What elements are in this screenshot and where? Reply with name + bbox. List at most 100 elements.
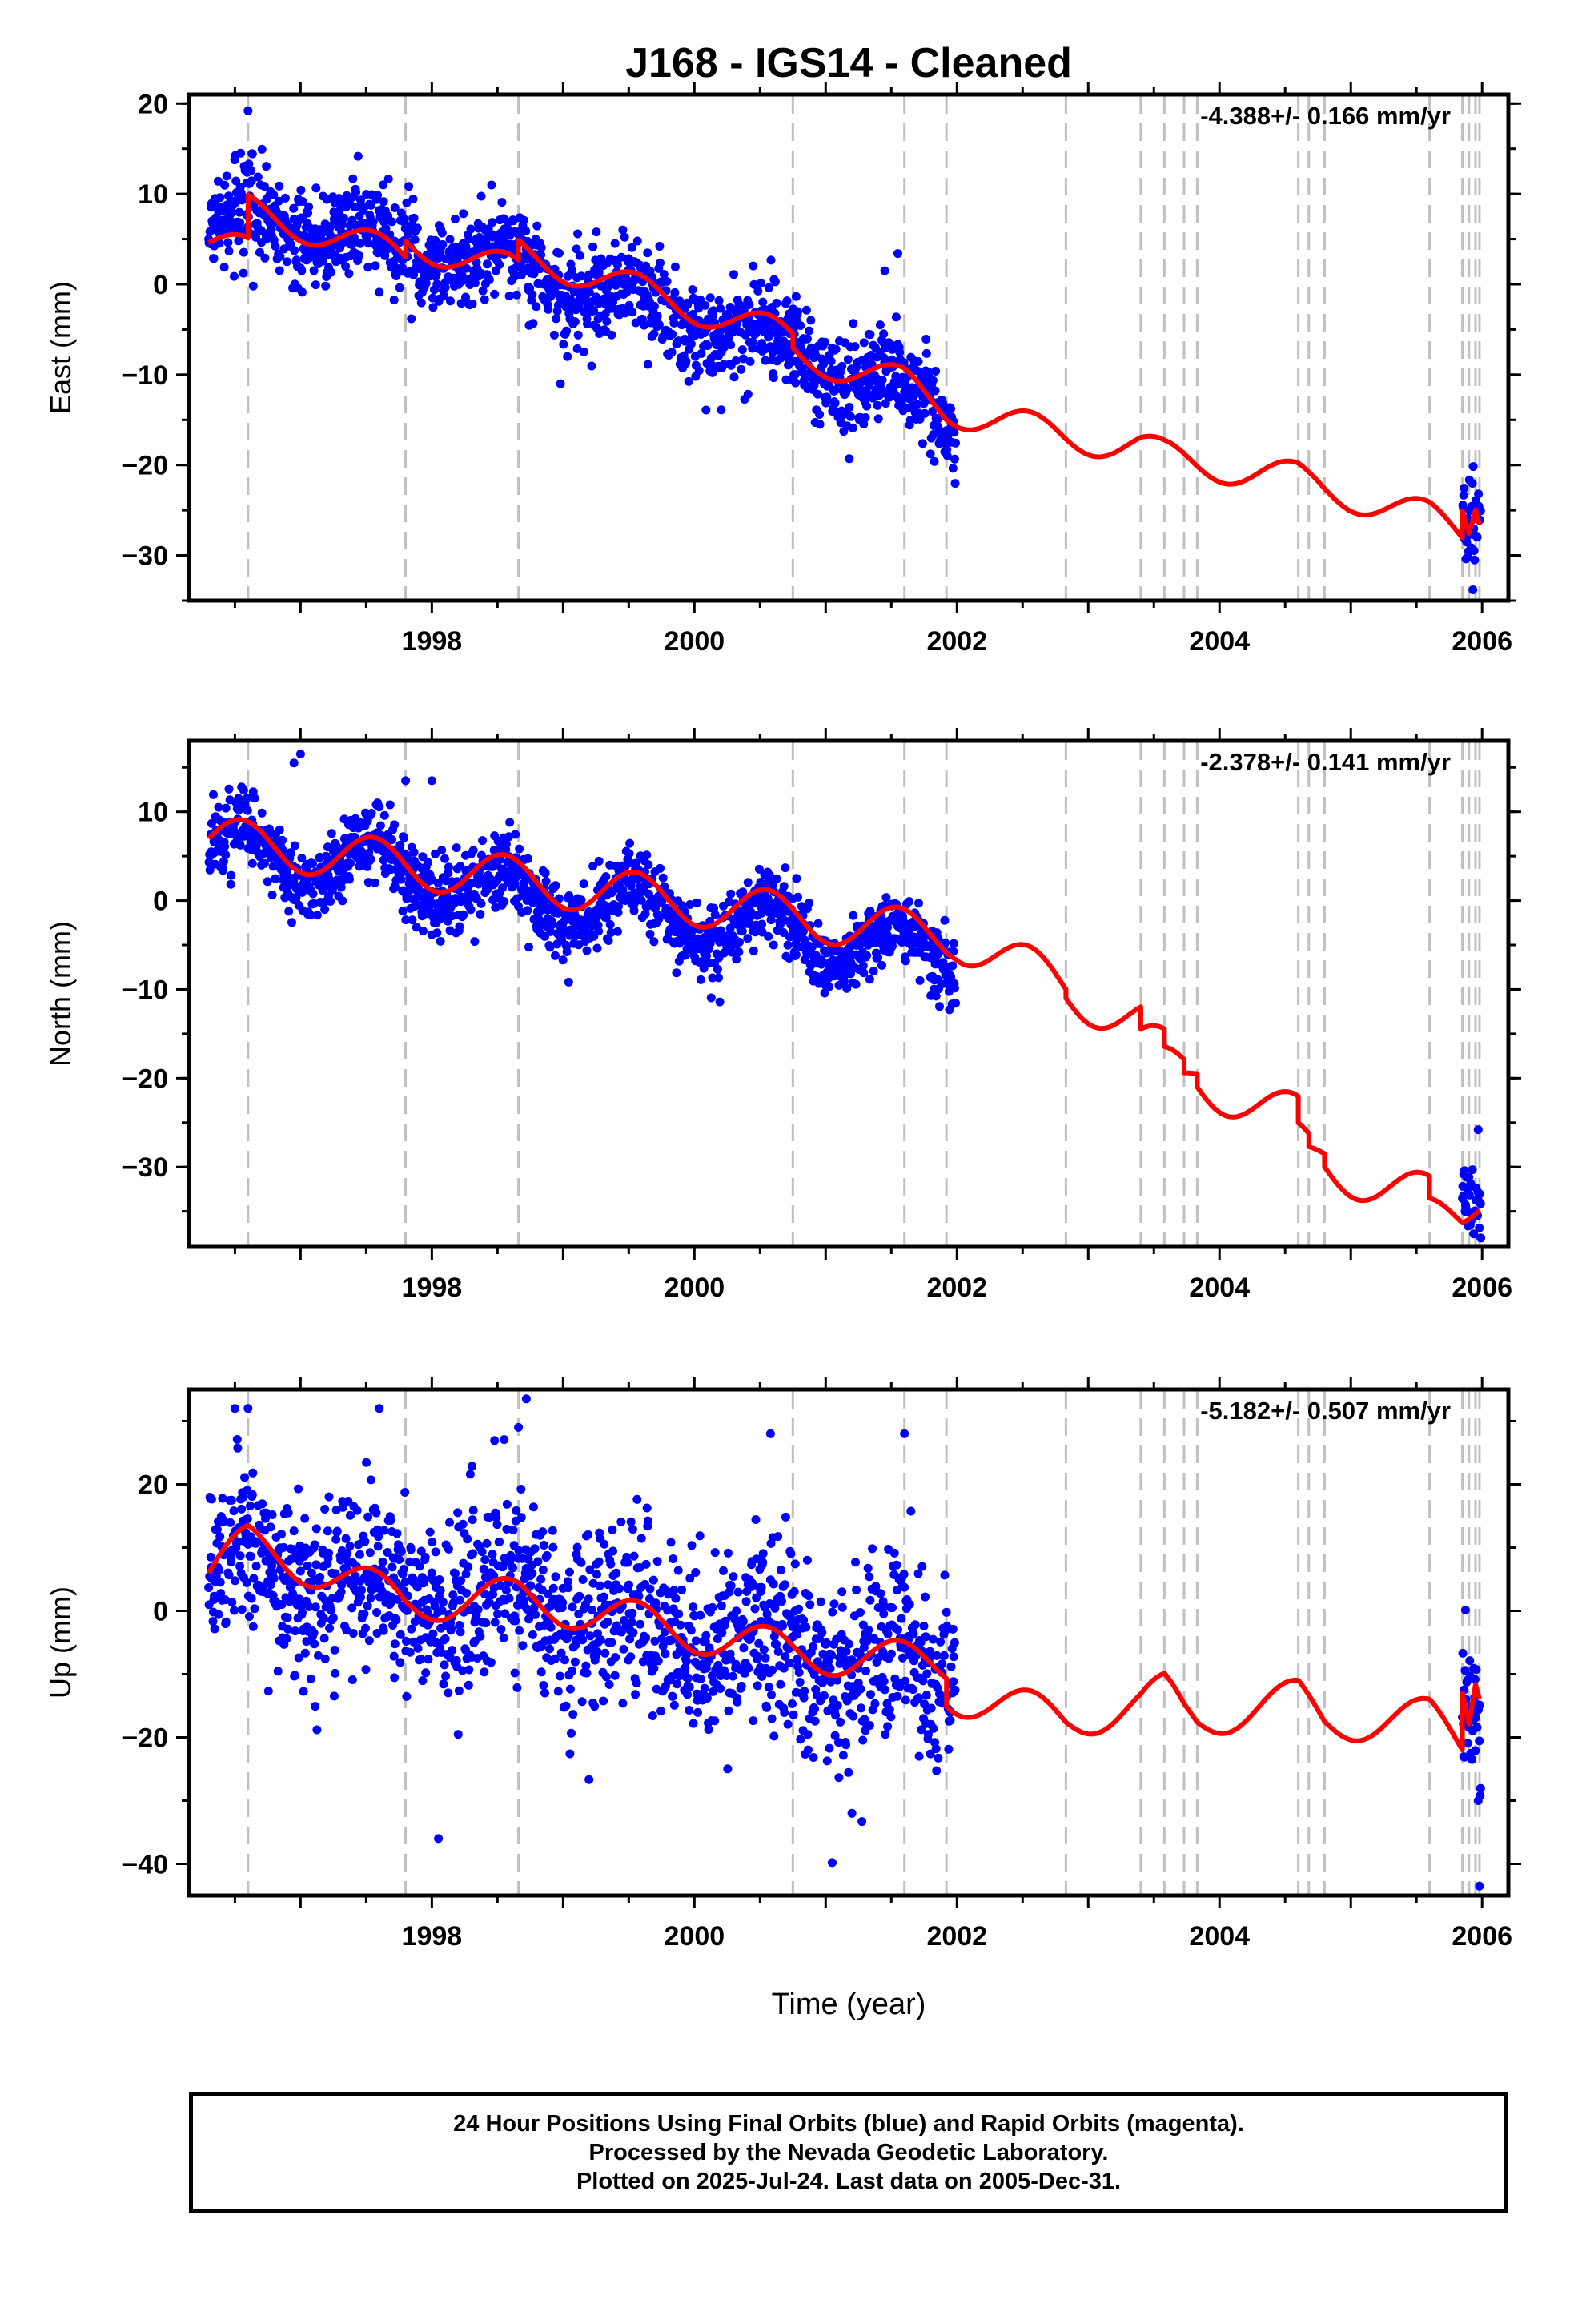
data-point [409, 213, 419, 223]
data-point [448, 1598, 458, 1608]
data-point [283, 1613, 292, 1622]
data-point [606, 927, 616, 937]
data-point [1468, 585, 1478, 594]
data-point [418, 852, 428, 862]
data-point [341, 1534, 351, 1543]
data-point [717, 1601, 726, 1610]
data-point [563, 1577, 572, 1586]
data-point [402, 1691, 412, 1701]
data-point [298, 197, 307, 206]
data-point [326, 897, 335, 906]
data-point [729, 270, 738, 279]
data-point [243, 1514, 252, 1524]
data-point [757, 1582, 766, 1592]
data-point [624, 849, 634, 858]
data-point [825, 1663, 835, 1673]
data-point [607, 330, 616, 340]
data-point [396, 1546, 406, 1556]
data-point [877, 960, 886, 970]
x-tick-label: 1998 [402, 1273, 463, 1303]
data-point [363, 263, 373, 272]
data-point [565, 1684, 575, 1694]
data-point [432, 269, 441, 279]
y-axis-label: East (mm) [44, 281, 77, 414]
data-point [476, 1631, 485, 1641]
data-point [1464, 1190, 1474, 1200]
data-point [290, 246, 299, 255]
data-point [696, 1610, 705, 1620]
data-point [363, 1512, 373, 1522]
data-point [572, 1542, 582, 1552]
data-point [1472, 1665, 1481, 1675]
data-point [607, 1638, 616, 1647]
data-point [905, 897, 914, 907]
data-point [298, 287, 307, 297]
data-point [677, 1585, 686, 1594]
data-point [416, 298, 426, 308]
data-point [568, 266, 577, 275]
data-point [654, 915, 664, 924]
data-point [772, 874, 781, 883]
data-point [781, 863, 790, 873]
data-point [379, 810, 389, 820]
data-point [584, 287, 594, 297]
data-point [791, 950, 801, 959]
data-point [575, 1591, 584, 1601]
data-point [524, 943, 533, 952]
data-point [1474, 489, 1484, 499]
data-point [568, 1667, 577, 1675]
data-point [294, 1653, 303, 1663]
data-point [852, 1585, 861, 1594]
data-point [400, 1488, 410, 1497]
data-point [570, 317, 580, 327]
data-point [578, 1635, 588, 1645]
data-point [446, 296, 455, 306]
data-point [507, 1553, 516, 1562]
data-point [275, 181, 284, 191]
data-point [468, 846, 478, 855]
data-point [338, 219, 347, 229]
data-point [1475, 1189, 1484, 1199]
data-point [833, 1675, 842, 1685]
data-point [627, 1618, 636, 1627]
data-point [232, 1435, 242, 1444]
data-point [946, 404, 956, 413]
data-point [709, 903, 719, 913]
data-point [662, 277, 672, 286]
data-point [825, 982, 833, 991]
data-point [435, 1575, 444, 1584]
data-point [880, 266, 889, 275]
data-point [243, 1404, 253, 1413]
data-point [444, 1688, 453, 1698]
data-point [865, 975, 874, 984]
data-point [215, 1578, 225, 1587]
data-point [352, 1506, 362, 1515]
data-point [844, 1639, 853, 1649]
data-point [351, 187, 361, 197]
data-point [362, 1458, 371, 1467]
data-point [504, 1594, 514, 1603]
data-point [1475, 1700, 1484, 1710]
data-point [484, 224, 493, 234]
data-point [451, 1569, 460, 1578]
data-point [582, 1668, 592, 1678]
data-point [650, 1636, 660, 1646]
data-point [920, 408, 930, 418]
data-point [1471, 1746, 1480, 1755]
data-point [311, 280, 320, 290]
data-point [793, 1630, 801, 1639]
data-point [300, 1514, 310, 1523]
data-point [799, 1693, 809, 1703]
data-point [309, 1628, 319, 1638]
data-point [802, 1555, 812, 1565]
data-point [743, 878, 753, 887]
data-point [822, 1756, 832, 1766]
data-point [754, 864, 764, 874]
x-tick-label: 2000 [665, 1273, 725, 1303]
data-point [618, 225, 628, 235]
data-point [1469, 1229, 1479, 1239]
data-point [1468, 479, 1477, 488]
data-point [892, 1560, 901, 1570]
data-point [851, 1558, 860, 1567]
data-point [492, 1520, 502, 1530]
